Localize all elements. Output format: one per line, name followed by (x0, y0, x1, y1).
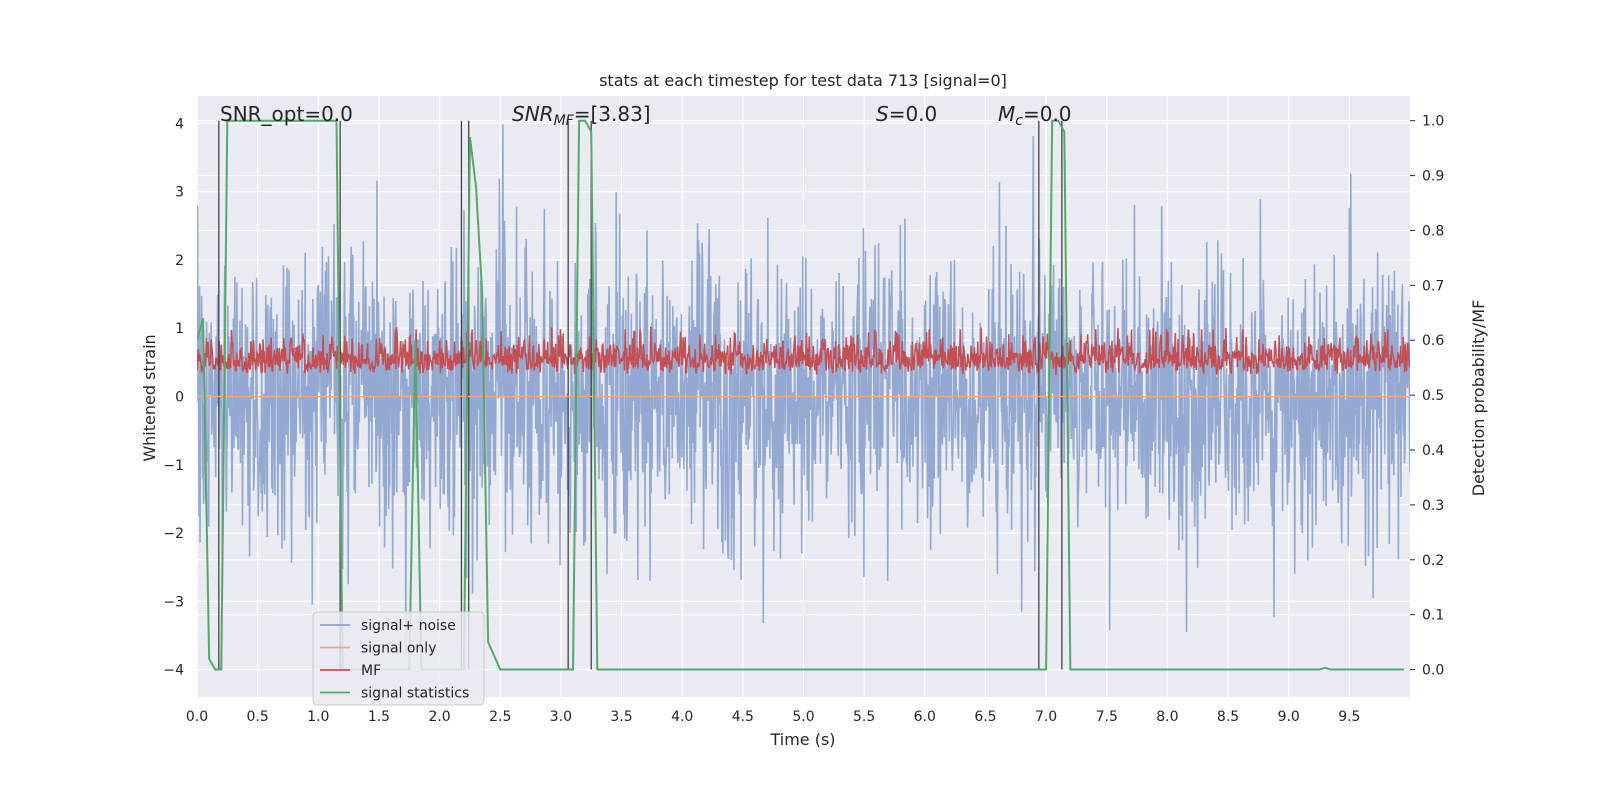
annotation-snr-opt: SNR_opt=0.0 (220, 102, 353, 126)
y-tick-label-right: 0.6 (1422, 333, 1444, 349)
y-tick-label-left: 4 (175, 116, 184, 132)
y-axis-label-right: Detection probability/MF (1469, 300, 1488, 497)
mf-line (197, 326, 1410, 376)
y-tick-label-left: 1 (175, 321, 184, 337)
x-tick-label: 7.0 (1035, 709, 1057, 725)
y-tick-label-right: 0.7 (1422, 278, 1444, 294)
y-tick-label-left: −1 (163, 458, 184, 474)
y-ticks-left: 4 3 2 1 0 −1 −2 −3 −4 (163, 116, 184, 678)
x-tick-label: 5.5 (853, 709, 875, 725)
y-tick-label-right: 0.2 (1422, 553, 1444, 569)
y-tick-label-left: −4 (163, 663, 184, 679)
y-tick-label-right: 0.0 (1422, 663, 1444, 679)
x-tick-label: 6.0 (914, 709, 936, 725)
series-signal-noise (197, 124, 1410, 655)
y-axis-label-left: Whitened strain (140, 334, 159, 461)
x-axis-label: Time (s) (769, 730, 835, 749)
x-tick-label: 5.0 (792, 709, 814, 725)
x-tick-label: 1.0 (307, 709, 329, 725)
annotation-mc: Mc=0.0 (998, 102, 1072, 129)
y-tick-label-left: −3 (163, 594, 184, 610)
x-tick-label: 4.0 (671, 709, 693, 725)
signal-statistics-line (197, 119, 1404, 671)
annotations: SNR_opt=0.0 SNRMF=[3.83] S=0.0 Mc=0.0 (220, 102, 1072, 129)
x-tick-label: 1.5 (368, 709, 390, 725)
legend-entry: MF (361, 663, 381, 679)
y-tick-label-right: 0.8 (1422, 223, 1444, 239)
y-tick-label-right: 0.1 (1422, 608, 1444, 624)
chart-title: stats at each timestep for test data 713… (599, 71, 1007, 90)
y-tick-label-left: 2 (175, 253, 184, 269)
y-tick-label-right: 1.0 (1422, 114, 1444, 130)
x-tick-label: 4.5 (732, 709, 754, 725)
legend-box (312, 611, 485, 706)
signal-noise-line (197, 124, 1410, 655)
annotation-s: S=0.0 (876, 102, 937, 126)
series-signal-statistics (197, 119, 1404, 671)
x-tick-label: 3.5 (610, 709, 632, 725)
legend-entry: signal+ noise (361, 618, 456, 634)
y-tick-label-left: 3 (175, 185, 184, 201)
legend-entry: signal only (361, 641, 436, 657)
y-tick-label-left: −2 (163, 526, 184, 542)
y-tick-label-right: 0.9 (1422, 169, 1444, 185)
x-tick-label: 8.5 (1217, 709, 1239, 725)
legend: signal+ noise signal only MF signal statist… (312, 611, 485, 706)
y-tick-label-right: 0.4 (1422, 443, 1444, 459)
y-tick-label-right: 0.5 (1422, 388, 1444, 404)
x-tick-label: 7.5 (1096, 709, 1118, 725)
x-tick-label: 8.0 (1156, 709, 1178, 725)
x-tick-label: 9.0 (1278, 709, 1300, 725)
y-tick-label-right: 0.3 (1422, 498, 1444, 514)
x-tick-label: 9.5 (1338, 709, 1360, 725)
x-tick-label: 0.5 (247, 709, 269, 725)
series-mf (197, 326, 1410, 376)
legend-entry: signal statistics (361, 686, 469, 702)
y-tick-label-left: 0 (175, 390, 184, 406)
x-tick-label: 3.0 (550, 709, 572, 725)
y-ticks-right: 1.0 0.9 0.8 0.7 0.6 0.5 0.4 0.3 0.2 0.1 0.0 (1410, 114, 1444, 679)
x-tick-label: 0.0 (186, 709, 208, 725)
annotation-snr-mf: SNRMF=[3.83] (512, 102, 651, 129)
x-tick-label: 2.0 (428, 709, 450, 725)
x-tick-label: 2.5 (489, 709, 511, 725)
x-ticks: 0.0 0.5 1.0 1.5 2.0 2.5 3.0 3.5 4.0 4.5 5.0 5.5 6.0 6… (186, 709, 1361, 725)
x-tick-label: 6.5 (974, 709, 996, 725)
